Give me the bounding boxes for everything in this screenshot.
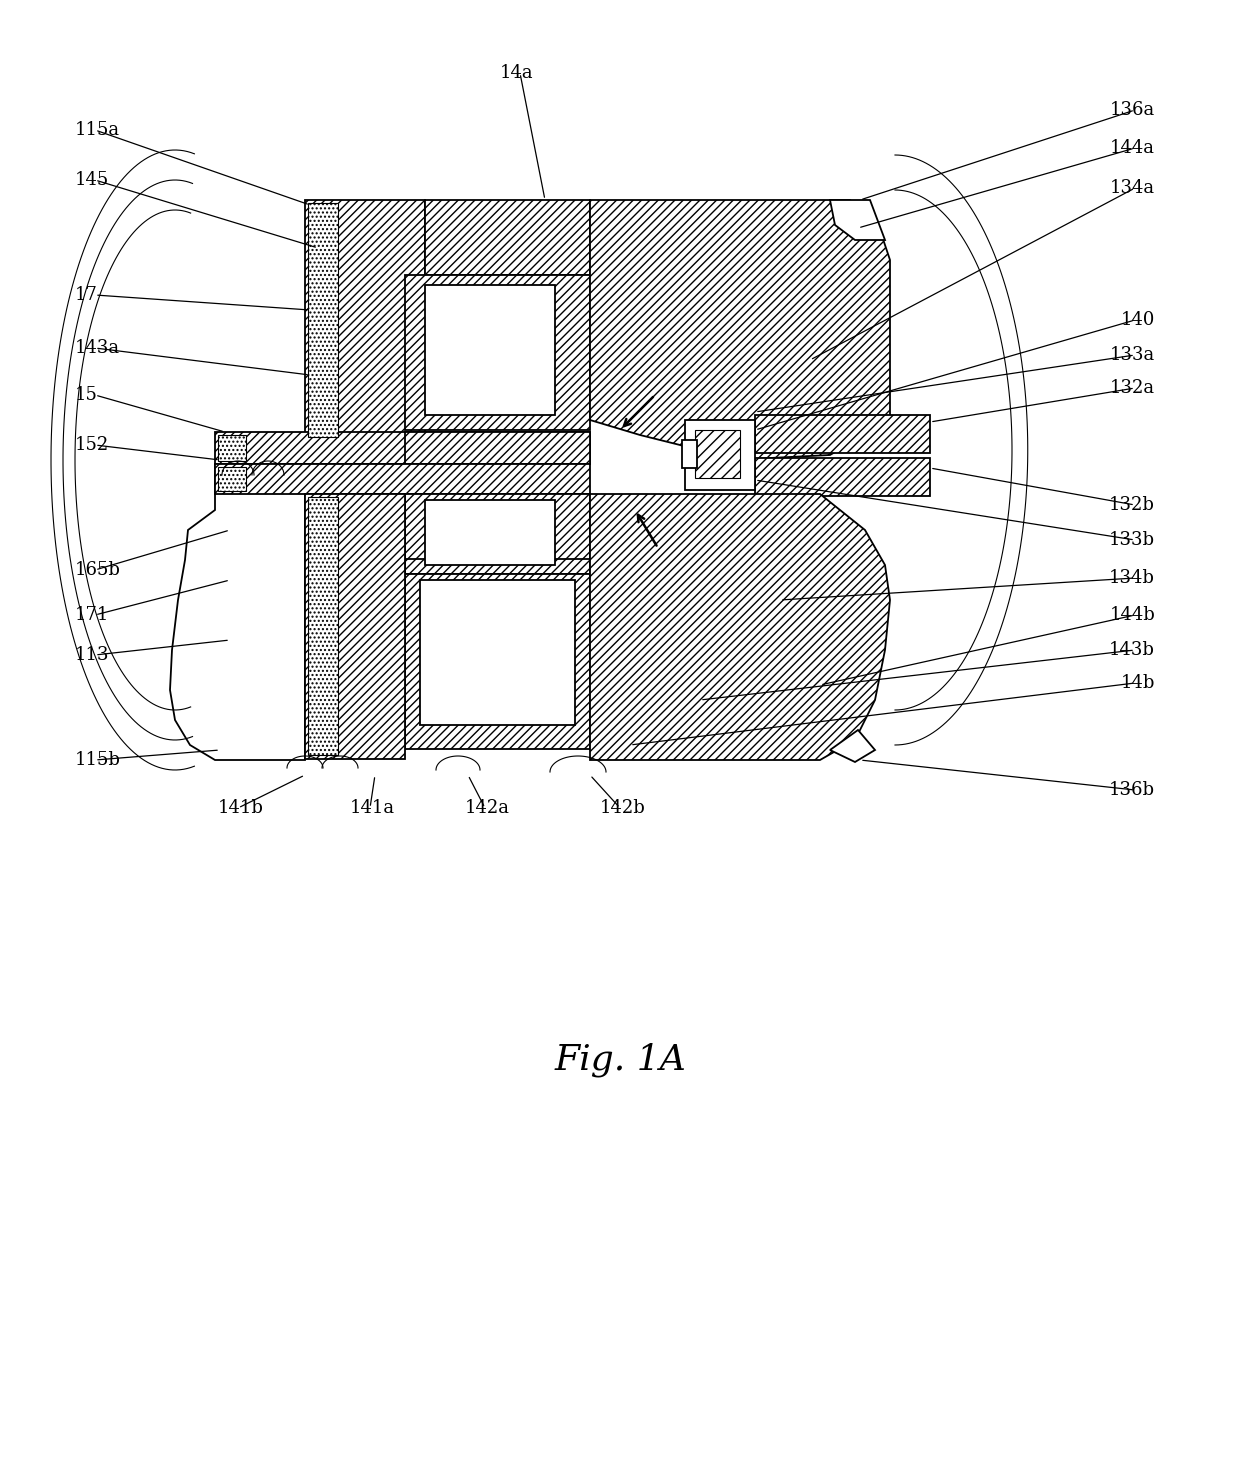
Text: 144b: 144b bbox=[1110, 606, 1154, 624]
Text: 115b: 115b bbox=[74, 751, 120, 769]
Bar bbox=[305, 494, 405, 760]
Text: 15: 15 bbox=[74, 386, 98, 403]
Text: 136b: 136b bbox=[1109, 780, 1154, 800]
Bar bbox=[405, 494, 590, 659]
Text: 141b: 141b bbox=[218, 800, 264, 817]
Bar bbox=[218, 467, 246, 491]
Text: 133b: 133b bbox=[1109, 531, 1154, 548]
Text: 140: 140 bbox=[1121, 310, 1154, 330]
Polygon shape bbox=[830, 200, 885, 239]
Text: 171: 171 bbox=[74, 606, 109, 624]
Bar bbox=[684, 420, 755, 491]
Text: 136a: 136a bbox=[1110, 101, 1154, 120]
Text: 142b: 142b bbox=[600, 800, 646, 817]
Text: 115a: 115a bbox=[74, 121, 120, 139]
Text: 134a: 134a bbox=[1110, 179, 1154, 197]
Text: 141a: 141a bbox=[350, 800, 396, 817]
Bar bbox=[425, 500, 556, 565]
Bar bbox=[405, 573, 590, 749]
Text: 17: 17 bbox=[74, 287, 98, 304]
Bar bbox=[425, 285, 556, 415]
Bar bbox=[215, 432, 590, 464]
Bar bbox=[405, 559, 590, 573]
Bar bbox=[425, 200, 590, 275]
Bar bbox=[755, 415, 930, 452]
Text: 132a: 132a bbox=[1110, 378, 1154, 398]
Bar bbox=[308, 497, 339, 755]
Bar bbox=[755, 458, 930, 497]
Text: 145: 145 bbox=[74, 171, 109, 189]
Text: Fig. 1A: Fig. 1A bbox=[554, 1043, 686, 1077]
Text: 132b: 132b bbox=[1109, 497, 1154, 514]
Polygon shape bbox=[590, 494, 890, 760]
Bar bbox=[215, 464, 590, 494]
Polygon shape bbox=[170, 464, 305, 760]
Text: 152: 152 bbox=[74, 436, 109, 454]
Text: 144a: 144a bbox=[1110, 139, 1154, 157]
Polygon shape bbox=[590, 200, 890, 460]
Text: 14a: 14a bbox=[500, 64, 533, 81]
Text: 142a: 142a bbox=[465, 800, 510, 817]
Text: 134b: 134b bbox=[1109, 569, 1154, 587]
Text: 113: 113 bbox=[74, 646, 109, 664]
Text: 14b: 14b bbox=[1121, 674, 1154, 692]
Bar bbox=[420, 579, 575, 726]
Bar bbox=[308, 202, 339, 437]
Bar bbox=[218, 435, 246, 461]
Bar bbox=[305, 200, 425, 440]
Bar bbox=[682, 440, 697, 469]
Text: 143a: 143a bbox=[74, 338, 120, 358]
Bar bbox=[405, 432, 590, 464]
Bar bbox=[405, 275, 590, 430]
Text: 143b: 143b bbox=[1109, 641, 1154, 659]
Polygon shape bbox=[830, 730, 875, 763]
Bar bbox=[694, 430, 740, 477]
Text: 165b: 165b bbox=[74, 562, 120, 579]
Text: 133a: 133a bbox=[1110, 346, 1154, 364]
